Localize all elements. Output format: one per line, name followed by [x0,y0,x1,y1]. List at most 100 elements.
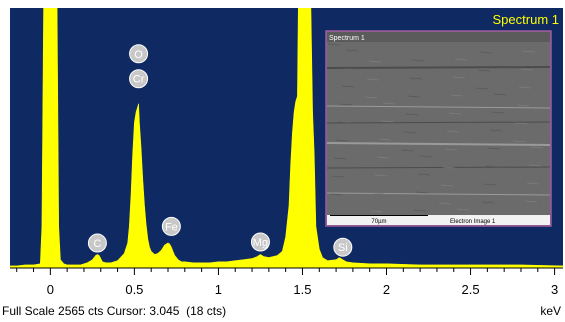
inset-grain [512,140,526,143]
inset-scratch [326,142,551,146]
inset-scratch [326,105,551,109]
inset-grain [514,122,528,125]
inset-grain [524,200,538,203]
x-tick-label: 0 [47,282,54,297]
inset-grain [493,93,507,96]
spectrum-plot[interactable]: 00.511.522.53 OCrCFeMgAlSi Spectrum 1 Sp… [10,8,563,300]
inset-scratch [326,192,551,196]
inset-scratch [326,66,551,69]
peak-label-text: Mg [253,237,268,249]
inset-grain [444,148,458,151]
inset-grain [438,202,452,205]
inset-grain [407,95,421,98]
inset-grain [341,85,355,88]
spectrum-chart[interactable]: 00.511.522.53 OCrCFeMgAlSi Spectrum 1 Sp… [10,8,563,300]
inset-title: Spectrum 1 [329,35,365,42]
peak-bubble [129,44,149,64]
inset-grain [491,111,505,114]
peak-label-si[interactable]: Si [333,237,353,257]
inset-grain [413,209,427,212]
inset-scratch [326,121,551,124]
inset-grain [481,201,495,204]
peak-label-o[interactable]: O [129,44,149,64]
inset-grain [520,68,534,71]
inset-grain [366,78,380,81]
peak-bubble [129,69,149,89]
electron-image-inset: Spectrum 1 70µm Electron Image 1 [325,30,552,227]
inset-grain [329,193,343,196]
inset-grain [401,149,415,152]
inset-grain [528,164,542,167]
inset-caption: Electron Image 1 [450,219,496,225]
peak-label-cr[interactable]: Cr [129,69,149,89]
inset-grain [345,49,359,52]
inset-grain [419,155,433,158]
inset-grain [343,67,357,70]
inset-grain [487,147,501,150]
peak-label-text: Fe [165,221,178,233]
inset-grain [475,87,489,90]
inset-grain [454,58,468,61]
x-tick-label: 1.5 [293,282,311,297]
status-bar: Full Scale 2565 cts Cursor: 3.045 (18 ct… [0,301,565,322]
inset-grain [442,166,456,169]
inset-grain [522,50,536,53]
peak-labels: OCrCFeMgAlSi [87,8,353,257]
inset-scratch [326,166,551,169]
x-axis-ticks: 0 0.5 1 1.5 2 2.5 3 [16,268,558,297]
inset-grain [483,183,497,186]
inset-title-bar [327,32,550,42]
inset-grain [489,129,503,132]
x-tick-label: 1 [215,282,222,297]
inset-grain [485,165,499,168]
spectrum-series-layer [10,8,563,269]
inset-grain [440,184,454,187]
spectrum-series-0 [10,8,563,269]
peak-label-text: Cr [133,74,145,86]
peak-label-mg[interactable]: Mg [250,232,270,252]
units-label: keV [540,304,561,318]
chart-title: Spectrum 1 [493,12,559,27]
scale-bar-label: 70µm [371,219,386,225]
inset-grain [372,192,386,195]
peak-label-fe[interactable]: Fe [161,216,181,236]
inset-grain [411,59,425,62]
inset-grain [477,69,491,72]
x-tick-label: 2 [383,282,390,297]
inset-grain [516,104,530,107]
inset-grain [335,139,349,142]
inset-grain [456,208,470,211]
inset-grain [446,130,460,133]
peak-bubble [87,233,107,253]
peak-bubble [161,216,181,236]
inset-grain [415,191,429,194]
inset-texture [326,43,551,213]
x-tick-label: 2.5 [462,282,480,297]
inset-grain [409,77,423,80]
inset-grain [337,121,351,124]
inset-grain [530,146,544,149]
inset-grain [331,175,345,178]
x-tick-label: 3 [551,282,558,297]
peak-label-text: O [134,49,143,61]
inset-grain [518,86,532,89]
inset-grain [327,43,341,46]
inset-grain [417,173,431,176]
inset-grain [450,94,464,97]
inset-frame [325,30,552,227]
inset-grain [452,76,466,79]
inset-grain [526,182,540,185]
peak-label-c[interactable]: C [87,233,107,253]
peak-bubble [250,232,270,252]
inset-grain [374,174,388,177]
inset-grain [333,157,347,160]
inset-grain [364,96,378,99]
inset-grain [403,131,417,134]
peak-bubble [333,237,353,257]
inset-grain [380,120,394,123]
peak-label-text: Si [338,242,348,254]
inset-grain [339,103,353,106]
inset-caption-bar [327,215,550,225]
inset-grain [448,112,462,115]
